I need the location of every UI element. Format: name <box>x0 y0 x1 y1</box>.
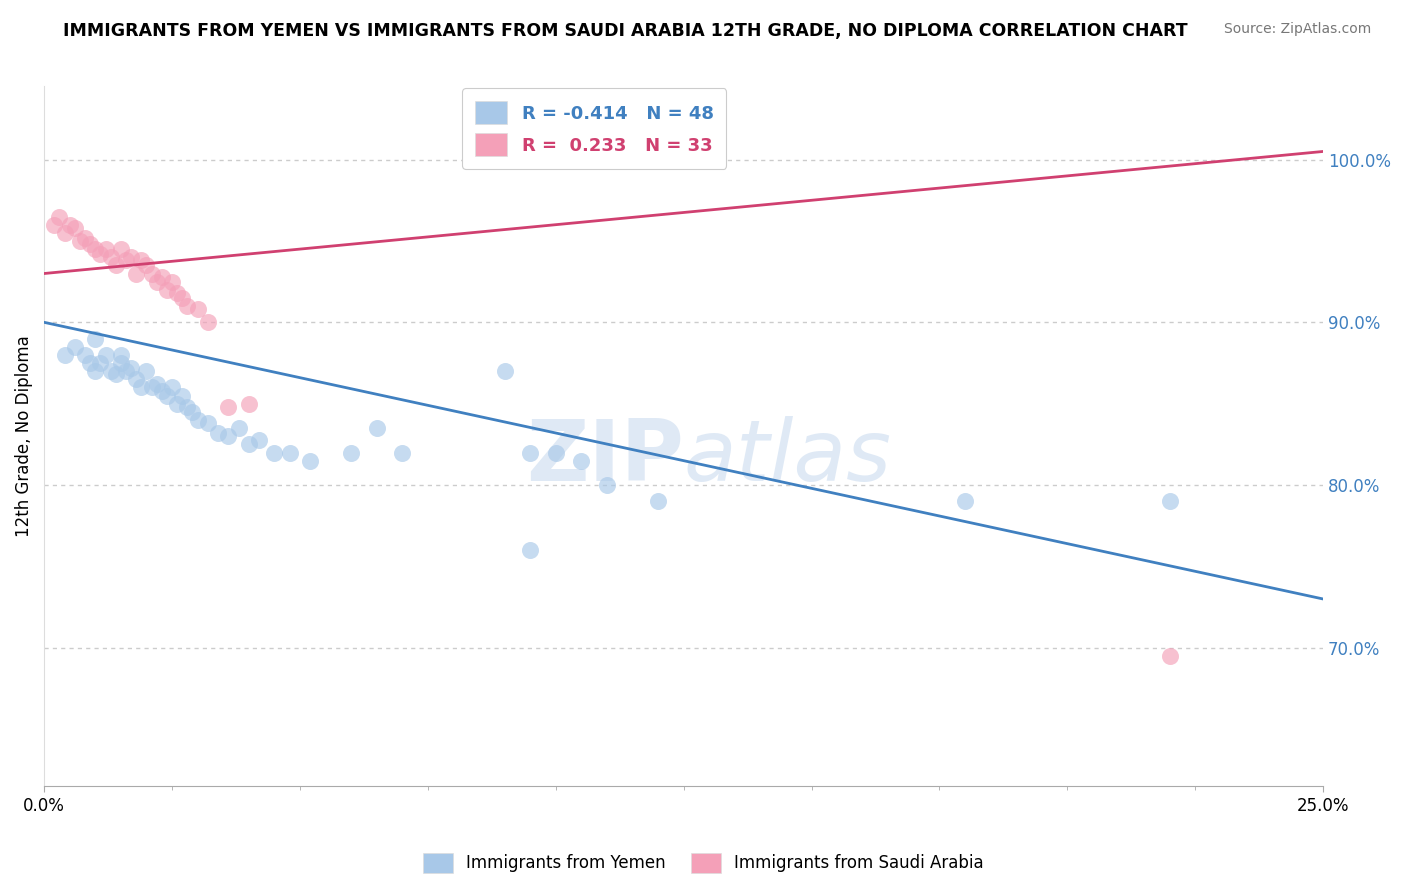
Point <box>217 400 239 414</box>
Point <box>1159 494 1181 508</box>
Point <box>104 259 127 273</box>
Point <box>544 445 567 459</box>
Point <box>53 348 76 362</box>
Point <box>519 153 541 167</box>
Point <box>145 377 167 392</box>
Point <box>141 380 163 394</box>
Point <box>94 348 117 362</box>
Point <box>79 356 101 370</box>
Point <box>115 364 138 378</box>
Point <box>247 433 270 447</box>
Point <box>217 429 239 443</box>
Point <box>110 348 132 362</box>
Point <box>197 315 219 329</box>
Point <box>238 437 260 451</box>
Point <box>156 388 179 402</box>
Point <box>141 267 163 281</box>
Point <box>79 237 101 252</box>
Point <box>366 421 388 435</box>
Point <box>150 384 173 398</box>
Point <box>73 230 96 244</box>
Point <box>44 218 66 232</box>
Point <box>63 221 86 235</box>
Text: ZIP: ZIP <box>526 416 683 499</box>
Point <box>238 397 260 411</box>
Point <box>569 453 592 467</box>
Point <box>160 380 183 394</box>
Point <box>120 250 142 264</box>
Point <box>228 421 250 435</box>
Point <box>84 364 107 378</box>
Point <box>145 275 167 289</box>
Point <box>89 247 111 261</box>
Point <box>519 543 541 558</box>
Text: Source: ZipAtlas.com: Source: ZipAtlas.com <box>1223 22 1371 37</box>
Point <box>100 250 122 264</box>
Point <box>110 242 132 256</box>
Point <box>187 413 209 427</box>
Y-axis label: 12th Grade, No Diploma: 12th Grade, No Diploma <box>15 335 32 537</box>
Point <box>84 242 107 256</box>
Point <box>131 380 153 394</box>
Text: IMMIGRANTS FROM YEMEN VS IMMIGRANTS FROM SAUDI ARABIA 12TH GRADE, NO DIPLOMA COR: IMMIGRANTS FROM YEMEN VS IMMIGRANTS FROM… <box>63 22 1188 40</box>
Point <box>263 445 285 459</box>
Point <box>166 286 188 301</box>
Point <box>156 283 179 297</box>
Point <box>84 332 107 346</box>
Point <box>48 210 70 224</box>
Point <box>172 388 194 402</box>
Point <box>181 405 204 419</box>
Point <box>166 397 188 411</box>
Point <box>176 400 198 414</box>
Point <box>391 445 413 459</box>
Point <box>125 372 148 386</box>
Point <box>519 445 541 459</box>
Point <box>187 302 209 317</box>
Point <box>1159 648 1181 663</box>
Point <box>172 291 194 305</box>
Point <box>135 259 157 273</box>
Point <box>94 242 117 256</box>
Point <box>110 356 132 370</box>
Point <box>89 356 111 370</box>
Point <box>53 226 76 240</box>
Point <box>115 253 138 268</box>
Point <box>69 234 91 248</box>
Point <box>176 299 198 313</box>
Point <box>104 368 127 382</box>
Point <box>150 269 173 284</box>
Legend: Immigrants from Yemen, Immigrants from Saudi Arabia: Immigrants from Yemen, Immigrants from S… <box>416 847 990 880</box>
Point <box>131 253 153 268</box>
Point <box>647 494 669 508</box>
Point <box>207 425 229 440</box>
Point <box>953 494 976 508</box>
Point <box>125 267 148 281</box>
Point <box>100 364 122 378</box>
Point <box>596 478 619 492</box>
Point <box>73 348 96 362</box>
Legend: R = -0.414   N = 48, R =  0.233   N = 33: R = -0.414 N = 48, R = 0.233 N = 33 <box>463 88 727 169</box>
Point <box>59 218 82 232</box>
Point <box>494 364 516 378</box>
Point <box>120 360 142 375</box>
Point <box>63 340 86 354</box>
Point <box>278 445 301 459</box>
Point <box>135 364 157 378</box>
Point <box>299 453 322 467</box>
Point <box>197 416 219 430</box>
Point <box>160 275 183 289</box>
Text: atlas: atlas <box>683 416 891 499</box>
Point <box>340 445 363 459</box>
